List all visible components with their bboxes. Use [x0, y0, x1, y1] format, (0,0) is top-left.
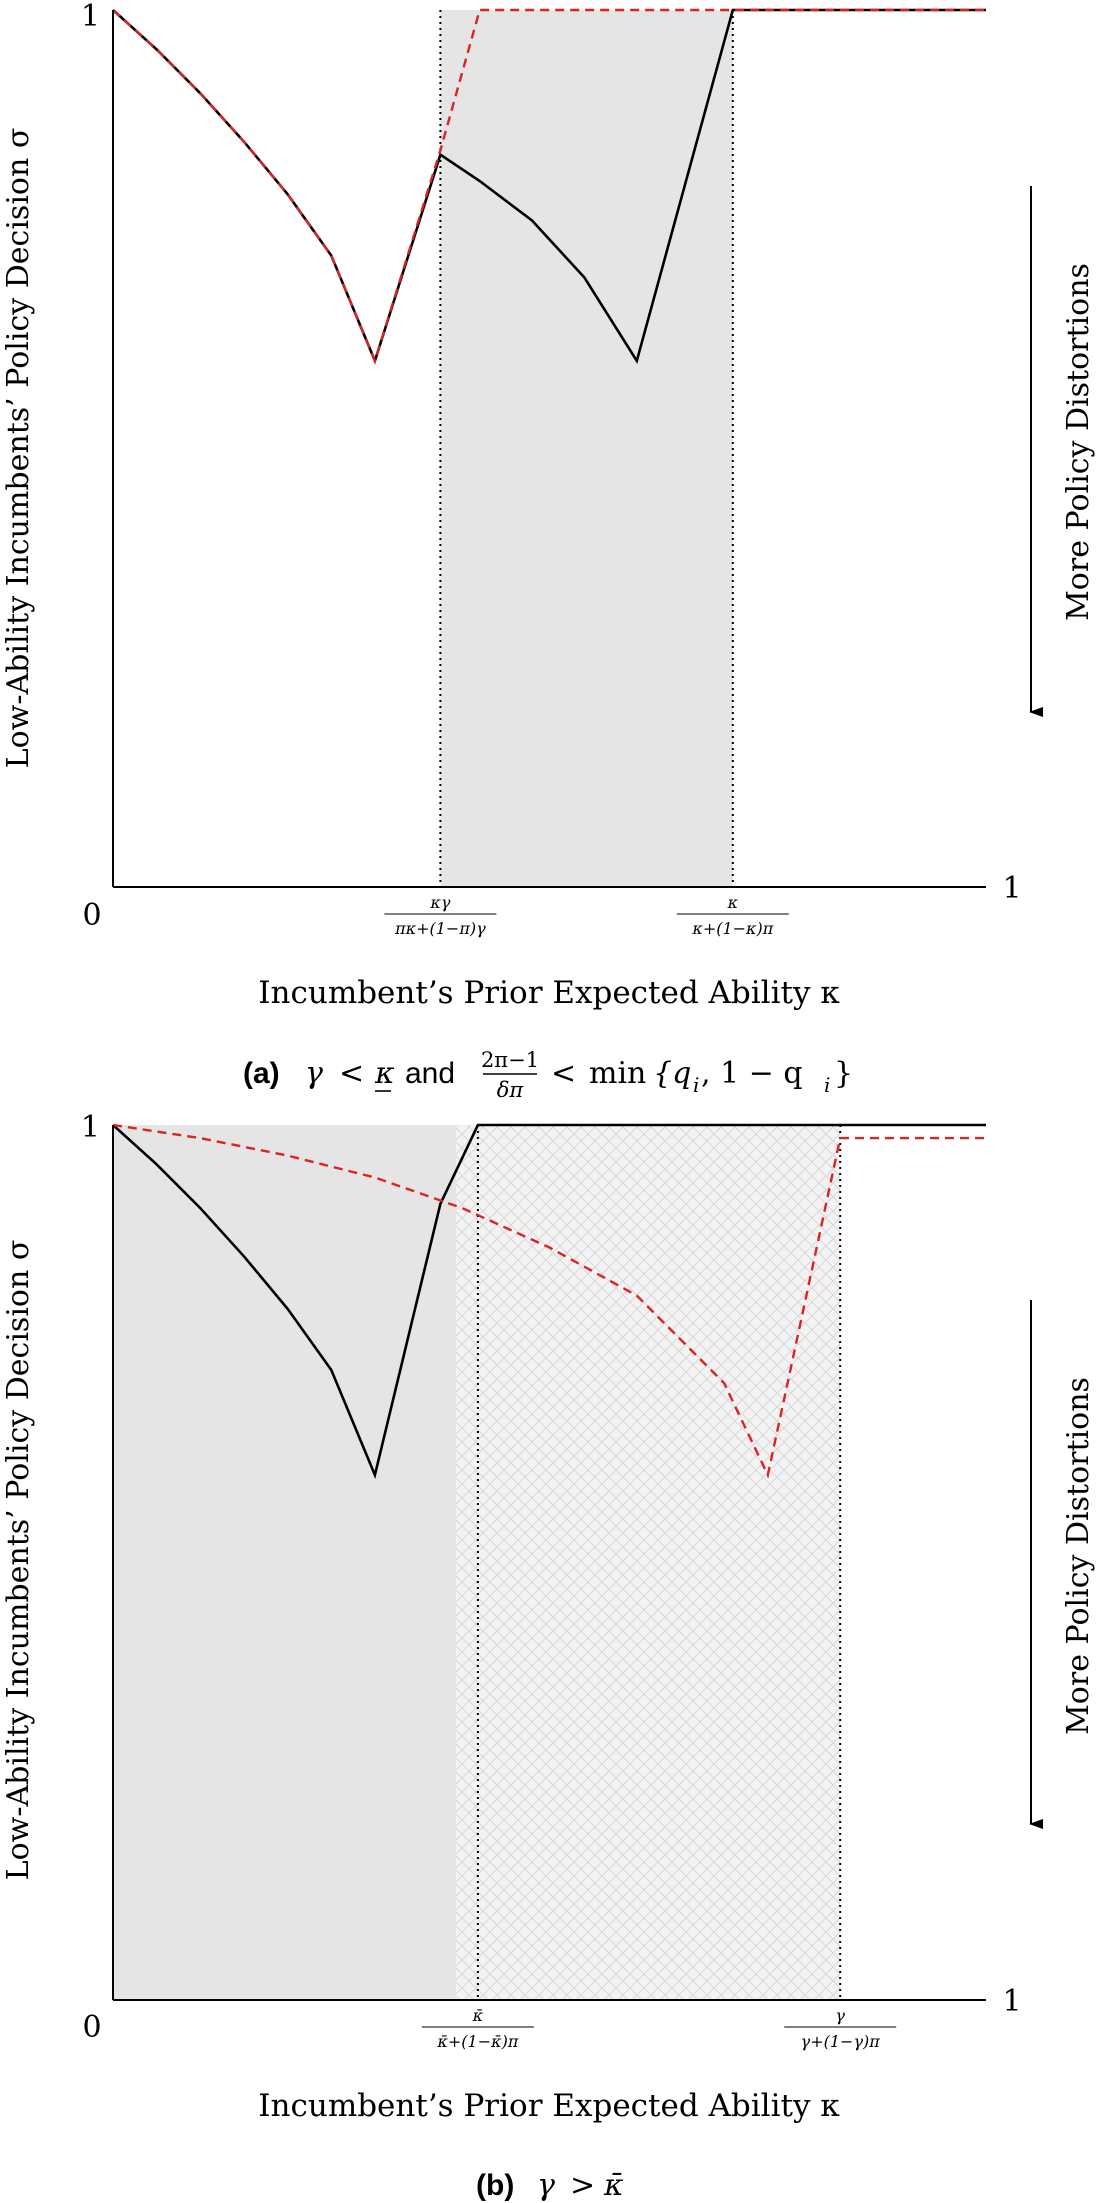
panel-b-caption: (b) γ > κ̄	[476, 2168, 624, 2203]
panel-b-y-one-label: 1	[81, 1110, 100, 1145]
panel-a-tick-numerator: κγ	[429, 893, 450, 912]
panel-b-tick-denominator: γ+(1−γ)π	[801, 2032, 881, 2051]
panel-a-y-one-label: 1	[81, 0, 100, 34]
panel-a-shaded-regions	[440, 10, 733, 887]
panel-b-solid-series-line	[112, 1123, 986, 1480]
panel-b-tick-labels: κ̄ κ̄+(1−κ̄)π γ γ+(1−γ)π	[421, 2006, 897, 2051]
panel-b-dashed-series-line	[112, 1123, 986, 1479]
panel-b-y-axis-label: Low-Ability Incumbents’ Policy Decision …	[1, 1240, 36, 1881]
panel-a-caption-tag: (a)	[243, 1057, 280, 1090]
panel-a-series	[112, 8, 986, 365]
panel-a-y-axis-label: Low-Ability Incumbents’ Policy Decision …	[1, 128, 36, 769]
panel-a-caption: (a) γ < κ and 2π−1 δπ < min {q i , 1 − q…	[243, 1048, 853, 1102]
panel-a-caption-set: {q	[653, 1056, 691, 1091]
panel-a-threshold-guides	[439, 10, 734, 887]
panel-a-x-zero-label: 0	[82, 898, 101, 933]
panel-b-caption-gt: >	[570, 2168, 595, 2203]
panel-b-axes	[112, 1125, 986, 2001]
panel-b-tick-numerator: γ	[835, 2006, 845, 2025]
panel-a-tick-denominator: κ+(1−κ)π	[691, 919, 773, 938]
panel-a-caption-sub-i2: i	[824, 1073, 830, 1097]
panel-a-side-label: More Policy Distortions	[1061, 263, 1096, 621]
panel-a-solid-series-line	[112, 8, 986, 365]
panel-b-shaded-region-crosshatch	[456, 1125, 841, 2000]
panel-a-caption-lt1: <	[339, 1056, 364, 1091]
panel-a-tick-numerator: κ	[727, 893, 739, 912]
panel-a-caption-and: and	[405, 1057, 455, 1090]
panel-b: 1 0 1 κ̄ κ̄+(1−κ̄)π γ γ+(1−γ)π Low-Ability …	[1, 1110, 1096, 2203]
panel-b-series	[112, 1123, 986, 1480]
panel-a-caption-close: }	[834, 1056, 853, 1091]
panel-b-caption-kappa-bar: κ̄	[603, 2168, 624, 2203]
panel-b-tick-numerator: κ̄	[472, 2006, 484, 2025]
panel-b-tick-denominator: κ̄+(1−κ̄)π	[436, 2032, 518, 2051]
panel-a-shaded-region-solid	[440, 10, 733, 887]
panel-b-x-axis-label: Incumbent’s Prior Expected Ability κ	[258, 2088, 839, 2124]
panel-a-caption-sub-i1: i	[693, 1073, 699, 1097]
panel-a-x-one-label: 1	[1002, 871, 1021, 906]
panel-a-dashed-series-line	[112, 8, 986, 365]
panel-a-tick-denominator: πκ+(1−π)γ	[394, 919, 486, 938]
panel-a-caption-lt2: <	[551, 1056, 576, 1091]
panel-a-caption-comma: , 1 − q	[701, 1056, 803, 1091]
panel-b-caption-tag: (b)	[476, 2169, 514, 2202]
panel-a-caption-kappa: κ	[374, 1056, 395, 1091]
panel-b-caption-gamma: γ	[537, 2168, 555, 2203]
panel-a-tick-labels: κγ πκ+(1−π)γ κ κ+(1−κ)π	[384, 893, 789, 938]
panel-a-caption-frac-den: δπ	[497, 1078, 525, 1102]
panel-a-x-axis-label: Incumbent’s Prior Expected Ability κ	[258, 975, 839, 1011]
panel-b-side-label: More Policy Distortions	[1061, 1377, 1096, 1735]
panel-a-caption-min: min	[589, 1056, 646, 1091]
panel-a-caption-gamma: γ	[305, 1056, 323, 1091]
panel-b-x-one-label: 1	[1002, 1984, 1021, 2019]
panel-a-axes	[112, 10, 986, 888]
panel-a-caption-frac-num: 2π−1	[481, 1048, 539, 1072]
panel-b-shaded-region-solid	[113, 1125, 457, 2000]
panel-b-x-zero-label: 0	[82, 2010, 101, 2045]
panel-b-shaded-regions	[113, 1125, 841, 2000]
panel-b-threshold-guides	[476, 1125, 842, 2000]
